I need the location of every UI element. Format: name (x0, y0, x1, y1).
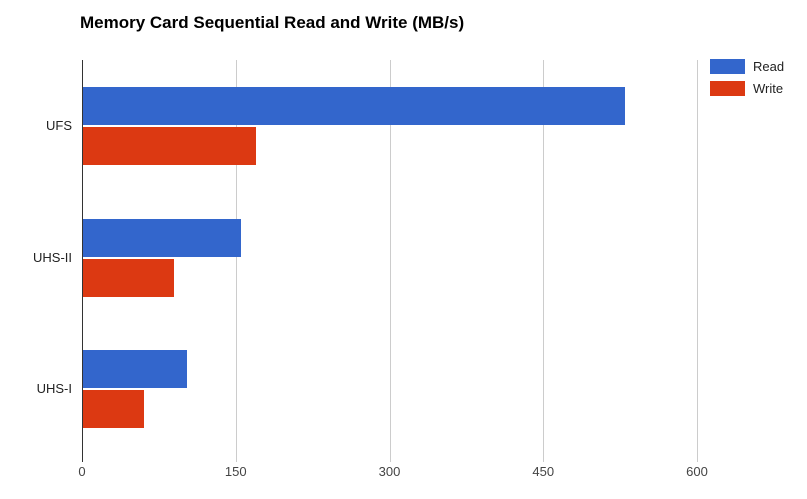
x-tick-label: 0 (78, 464, 86, 479)
gridline (697, 60, 698, 462)
x-tick-label: 300 (378, 464, 401, 479)
legend-swatch-write (710, 81, 745, 96)
x-tick-label: 150 (224, 464, 247, 479)
legend: Read Write (710, 59, 784, 103)
plot-area (82, 60, 698, 462)
legend-item: Read (710, 59, 784, 74)
chart-title: Memory Card Sequential Read and Write (M… (80, 13, 465, 32)
bar-read-uhs-i (82, 350, 187, 389)
value-axis: 0 150 300 450 600 (0, 464, 807, 484)
legend-label: Read (753, 59, 785, 74)
legend-item: Write (710, 81, 784, 96)
legend-swatch-read (710, 59, 745, 74)
x-tick-label: 450 (532, 464, 555, 479)
bar-write-uhs-i (82, 390, 144, 429)
gridline (235, 60, 237, 462)
bar-read-ufs (82, 86, 626, 125)
category-label: UFS (46, 117, 72, 133)
legend-label: Write (753, 81, 784, 96)
bar-read-uhs-ii (82, 218, 241, 257)
gridline (543, 60, 545, 462)
gridline (389, 60, 391, 462)
bar-write-uhs-ii (82, 258, 175, 297)
x-tick-label: 600 (686, 464, 708, 479)
category-label: UHS-II (33, 249, 72, 265)
category-axis: UFS UHS-II UHS-I (0, 60, 74, 455)
bar-write-ufs (82, 126, 257, 165)
axis-baseline (82, 60, 83, 462)
category-label: UHS-I (36, 381, 72, 397)
